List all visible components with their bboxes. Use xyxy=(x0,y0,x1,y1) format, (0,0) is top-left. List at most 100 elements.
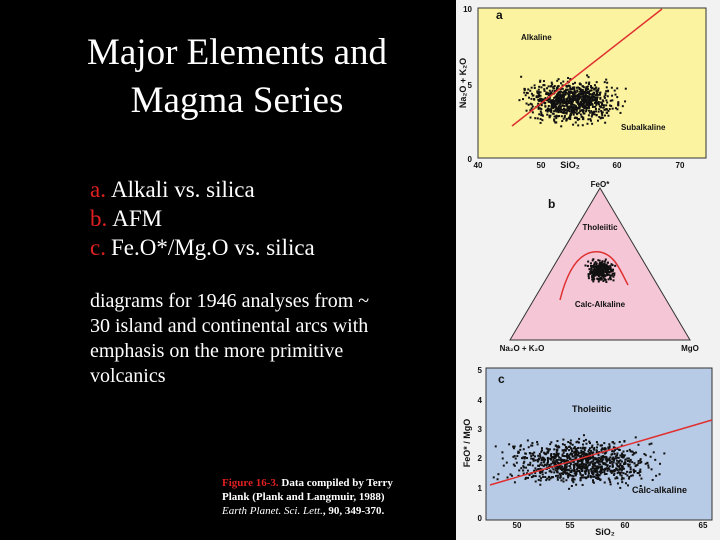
dot xyxy=(592,280,595,283)
dot xyxy=(583,476,586,479)
dot xyxy=(583,467,586,470)
dot xyxy=(595,451,598,454)
dot xyxy=(544,109,547,112)
dot xyxy=(549,454,552,457)
dot xyxy=(576,101,579,104)
dot xyxy=(522,472,525,475)
dot xyxy=(561,96,564,99)
dot xyxy=(605,108,608,111)
dot xyxy=(565,91,568,94)
dot xyxy=(540,477,543,480)
dot xyxy=(577,107,580,110)
dot xyxy=(575,483,578,486)
dot xyxy=(556,448,559,451)
dot xyxy=(619,459,622,462)
dot xyxy=(574,463,577,466)
dot xyxy=(603,81,606,84)
dot xyxy=(635,464,638,467)
dot xyxy=(525,466,528,469)
dot xyxy=(569,99,572,102)
dot xyxy=(597,265,600,268)
dot xyxy=(548,98,551,101)
dot xyxy=(536,443,539,446)
dot xyxy=(573,478,576,481)
dot xyxy=(623,439,626,442)
dot xyxy=(556,445,559,448)
dot xyxy=(584,446,587,449)
dot xyxy=(617,103,620,106)
dot xyxy=(561,104,564,107)
dot xyxy=(610,86,613,89)
dot xyxy=(631,450,634,453)
dot xyxy=(582,439,585,442)
dot xyxy=(603,273,606,276)
dot xyxy=(593,269,596,272)
dot xyxy=(606,459,609,462)
dot xyxy=(624,100,627,103)
dot xyxy=(534,472,537,475)
dot xyxy=(540,449,543,452)
dot xyxy=(606,95,609,98)
dot xyxy=(603,473,606,476)
dot xyxy=(591,274,594,277)
dot xyxy=(546,461,549,464)
dot xyxy=(606,111,609,114)
dot xyxy=(577,99,580,102)
dot xyxy=(550,457,553,460)
dot xyxy=(619,473,622,476)
dot xyxy=(627,457,630,460)
dot xyxy=(607,109,610,112)
dot xyxy=(528,473,531,476)
dot xyxy=(553,85,556,88)
dot xyxy=(600,455,603,458)
dot xyxy=(575,470,578,473)
dot xyxy=(590,270,593,273)
dot xyxy=(621,105,624,108)
dot xyxy=(569,112,572,115)
dot xyxy=(581,85,584,88)
dot xyxy=(542,465,545,468)
dot xyxy=(561,468,564,471)
corner-label: MgO xyxy=(681,344,699,353)
dot xyxy=(605,281,608,284)
dot xyxy=(585,94,588,97)
dot xyxy=(606,81,609,84)
dot xyxy=(541,119,544,122)
dot xyxy=(565,119,568,122)
dot xyxy=(597,264,600,267)
dot xyxy=(609,483,612,486)
dot xyxy=(568,449,571,452)
dot xyxy=(604,451,607,454)
dot xyxy=(537,106,540,109)
x-tick-label: 65 xyxy=(699,521,708,530)
dot xyxy=(531,94,534,97)
dot xyxy=(621,452,624,455)
dot xyxy=(597,269,600,272)
dot xyxy=(567,116,570,119)
dot xyxy=(637,460,640,463)
dot xyxy=(618,440,621,443)
dot xyxy=(583,106,586,109)
dot xyxy=(600,471,603,474)
dot xyxy=(538,452,541,455)
dot xyxy=(558,456,561,459)
dot xyxy=(582,110,585,113)
dot xyxy=(607,89,610,92)
dot xyxy=(547,451,550,454)
dot xyxy=(607,269,610,272)
dot xyxy=(548,475,551,478)
dot xyxy=(575,464,578,467)
dot xyxy=(494,445,497,448)
dot xyxy=(537,95,540,98)
dot xyxy=(582,94,585,97)
dot xyxy=(577,469,580,472)
dot xyxy=(579,88,582,91)
list-text: Alkali vs. silica xyxy=(111,177,255,202)
dot xyxy=(586,90,589,93)
dot xyxy=(599,117,602,120)
dot xyxy=(569,78,572,81)
caption-line: Figure 16-3. Data compiled by Terry xyxy=(222,477,393,489)
dot xyxy=(577,454,580,457)
dot xyxy=(571,454,574,457)
dot xyxy=(591,466,594,469)
